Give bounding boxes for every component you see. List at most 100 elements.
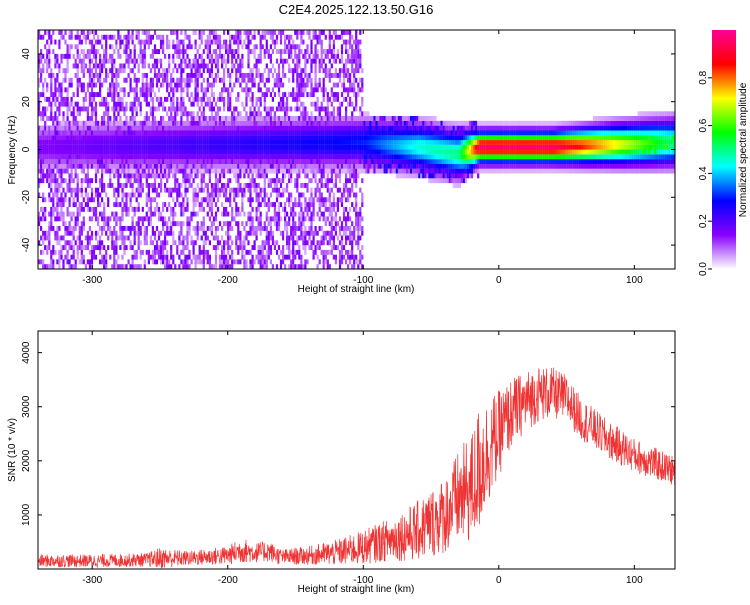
heatmap-cell [139, 230, 142, 236]
heatmap-cell [160, 101, 163, 107]
heatmap-cell [125, 197, 128, 203]
heatmap-cell [304, 245, 307, 250]
heatmap-cell [347, 163, 350, 169]
heatmap-cell [168, 173, 171, 179]
heatmap-cell [178, 125, 181, 131]
heatmap-cell [94, 106, 98, 112]
heatmap-cell [56, 183, 59, 188]
heatmap-cell [261, 197, 264, 203]
heatmap-cell [135, 106, 138, 112]
heatmap-cell [76, 197, 79, 203]
heatmap-cell [332, 39, 335, 45]
heatmap-cell [241, 240, 244, 246]
heatmap-cell [314, 63, 317, 69]
heatmap-cell [198, 154, 201, 160]
heatmap-cell [273, 163, 276, 169]
heatmap-cell [160, 63, 163, 69]
heatmap-cell [290, 154, 293, 160]
heatmap-cell [194, 58, 197, 64]
heatmap-cell [190, 135, 193, 141]
heatmap-cell [314, 173, 317, 179]
heatmap-cell [129, 178, 132, 184]
heatmap-cell [168, 264, 171, 269]
heatmap-cell [119, 173, 122, 179]
heatmap-cell [271, 63, 274, 69]
heatmap-cell [58, 101, 61, 107]
heatmap-cell [221, 173, 224, 179]
heatmap-cell [186, 173, 189, 179]
heatmap-cell [294, 221, 297, 227]
heatmap-cell [80, 82, 83, 88]
heatmap-cell [304, 149, 307, 155]
heatmap-cell [66, 154, 69, 160]
heatmap-cell [66, 206, 69, 212]
heatmap-cell [66, 144, 69, 150]
heatmap-cell [66, 101, 69, 107]
heatmap-cell [174, 116, 177, 121]
heatmap-cell [48, 245, 51, 250]
heatmap-cell [223, 135, 226, 141]
heatmap-cell [56, 226, 59, 231]
heatmap-cell [334, 154, 337, 160]
heatmap-cell [216, 149, 220, 155]
heatmap-cell [64, 226, 67, 231]
heatmap-cell [119, 235, 122, 241]
heatmap-cell [282, 82, 285, 88]
heatmap-cell [88, 154, 91, 160]
heatmap-cell [202, 206, 205, 212]
heatmap-cell [316, 139, 319, 145]
heatmap-cell [62, 264, 65, 269]
heatmap-cell [332, 149, 335, 155]
heatmap-cell [247, 87, 250, 93]
heatmap-cell [137, 135, 140, 141]
heatmap-cell [88, 216, 91, 222]
heatmap-cell [129, 240, 132, 246]
heatmap-cell [316, 264, 319, 269]
heatmap-cell [231, 206, 234, 212]
heatmap-cell [78, 240, 81, 246]
heatmap-cell [141, 92, 144, 97]
heatmap-cell [52, 116, 55, 121]
heatmap-cell [182, 249, 185, 255]
heatmap-cell [133, 264, 136, 269]
heatmap-cell [239, 163, 242, 169]
heatmap-cell [288, 92, 291, 97]
heatmap-cell [312, 139, 315, 145]
heatmap-cell [259, 101, 262, 107]
heatmap-cell [111, 154, 114, 160]
heatmap-cell [103, 34, 106, 40]
heatmap-cell [186, 34, 189, 40]
heatmap-cell [200, 101, 203, 107]
heatmap-cell [212, 154, 215, 160]
heatmap-cell [164, 154, 167, 160]
heatmap-cell [168, 106, 171, 112]
heatmap-cell [267, 120, 270, 126]
heatmap-cell [290, 130, 293, 136]
heatmap-cell [105, 58, 108, 64]
heatmap-cell [306, 125, 309, 131]
heatmap-cell [288, 63, 291, 69]
heatmap-cell [227, 159, 230, 164]
heatmap-cell [231, 49, 234, 54]
heatmap-cell [68, 183, 71, 188]
heatmap-cell [90, 82, 94, 88]
heatmap-cell [302, 125, 305, 131]
heatmap-cell [46, 139, 49, 145]
heatmap-cell [208, 125, 211, 131]
heatmap-cell [188, 173, 191, 179]
heatmap-cell [318, 111, 321, 117]
heatmap-cell [127, 73, 130, 78]
heatmap-cell [131, 187, 134, 193]
heatmap-cell [312, 211, 315, 217]
heatmap-cell [99, 82, 102, 88]
heatmap-cell [312, 159, 315, 164]
heatmap-cell [332, 58, 335, 64]
heatmap-cell [229, 135, 232, 141]
heatmap-cell [218, 139, 222, 145]
heatmap-cell [342, 82, 346, 88]
heatmap-cell [80, 187, 83, 193]
heatmap-cell [131, 125, 134, 131]
heatmap-cell [111, 235, 114, 241]
heatmap-cell [86, 206, 89, 212]
heatmap-cell [115, 68, 118, 74]
